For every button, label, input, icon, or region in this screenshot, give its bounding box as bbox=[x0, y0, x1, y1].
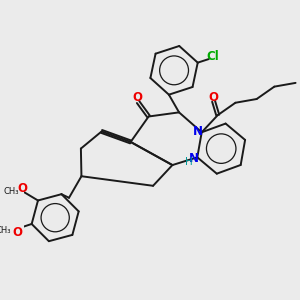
Text: O: O bbox=[208, 91, 219, 104]
Text: O: O bbox=[133, 92, 142, 104]
Text: O: O bbox=[12, 226, 22, 239]
Text: CH₃: CH₃ bbox=[0, 226, 11, 235]
Text: N: N bbox=[189, 152, 199, 165]
Text: CH₃: CH₃ bbox=[3, 187, 19, 196]
Text: N: N bbox=[193, 125, 203, 138]
Text: Cl: Cl bbox=[206, 50, 219, 63]
Text: O: O bbox=[18, 182, 28, 195]
Text: H: H bbox=[185, 157, 193, 167]
